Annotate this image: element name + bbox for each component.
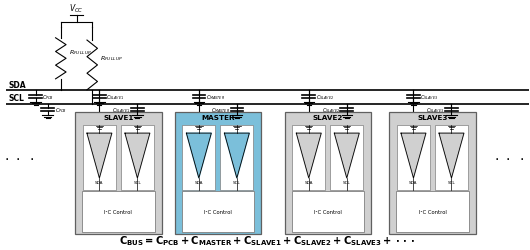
Polygon shape <box>439 134 464 178</box>
Bar <box>435 126 468 190</box>
Bar <box>396 192 469 232</box>
Polygon shape <box>125 134 150 178</box>
Bar <box>293 126 325 190</box>
Text: SLAVE2: SLAVE2 <box>313 114 343 120</box>
Text: $C_{SLAVE3}$: $C_{SLAVE3}$ <box>420 93 438 102</box>
Text: SDA: SDA <box>409 181 418 185</box>
Text: $C_{SLAVE1}$: $C_{SLAVE1}$ <box>112 106 130 115</box>
Polygon shape <box>224 134 249 178</box>
Text: SCL: SCL <box>134 181 142 185</box>
Text: I²C Control: I²C Control <box>104 209 132 214</box>
Text: $C_{SLAVE2}$: $C_{SLAVE2}$ <box>315 93 334 102</box>
Text: SDA: SDA <box>195 181 203 185</box>
Text: $C_{PCB}$: $C_{PCB}$ <box>55 106 66 115</box>
Text: SDA: SDA <box>305 181 313 185</box>
Bar <box>175 112 261 234</box>
Bar <box>397 126 430 190</box>
Text: $C_{SLAVE1}$: $C_{SLAVE1}$ <box>106 93 125 102</box>
Text: SCL: SCL <box>233 181 241 185</box>
Text: $\mathbf{C_{BUS} = C_{PCB} + C_{MASTER} + C_{SLAVE1} + C_{SLAVE2} + C_{SLAVE3} +: $\mathbf{C_{BUS} = C_{PCB} + C_{MASTER} … <box>119 233 416 247</box>
Text: SDA: SDA <box>8 81 26 90</box>
Bar <box>292 192 364 232</box>
Bar <box>220 126 253 190</box>
Bar <box>75 112 162 234</box>
Text: $C_{PCB}$: $C_{PCB}$ <box>42 93 55 102</box>
Text: SCL: SCL <box>8 94 24 103</box>
Bar <box>182 126 215 190</box>
Bar <box>285 112 371 234</box>
Text: $C_{SLAVE2}$: $C_{SLAVE2}$ <box>322 106 340 115</box>
Text: $C_{MASTER}$: $C_{MASTER}$ <box>206 93 225 102</box>
Text: SLAVE1: SLAVE1 <box>103 114 134 120</box>
Polygon shape <box>87 134 112 178</box>
Text: SDA: SDA <box>95 181 104 185</box>
Text: $V_{CC}$: $V_{CC}$ <box>69 2 84 15</box>
Text: I²C Control: I²C Control <box>314 209 342 214</box>
Text: I²C Control: I²C Control <box>419 209 446 214</box>
Text: MASTER: MASTER <box>201 114 235 120</box>
Text: $\cdot\ \cdot\ \cdot$: $\cdot\ \cdot\ \cdot$ <box>4 150 34 164</box>
Bar <box>121 126 154 190</box>
Text: $C_{MASTER}$: $C_{MASTER}$ <box>211 106 230 115</box>
Bar <box>82 192 155 232</box>
Text: I²C Control: I²C Control <box>204 209 232 214</box>
Polygon shape <box>334 134 359 178</box>
Text: $R_{PULLUP}$: $R_{PULLUP}$ <box>69 48 92 56</box>
Text: $R_{PULLUP}$: $R_{PULLUP}$ <box>100 54 123 63</box>
Bar <box>83 126 116 190</box>
Polygon shape <box>187 134 211 178</box>
Polygon shape <box>401 134 426 178</box>
Text: SCL: SCL <box>343 181 351 185</box>
Text: SLAVE3: SLAVE3 <box>417 114 448 120</box>
Text: $C_{SLAVE3}$: $C_{SLAVE3}$ <box>427 106 445 115</box>
Polygon shape <box>296 134 321 178</box>
Text: $\cdot\ \cdot\ \cdot$: $\cdot\ \cdot\ \cdot$ <box>494 150 525 164</box>
Text: SCL: SCL <box>448 181 455 185</box>
Bar <box>330 126 363 190</box>
Bar <box>182 192 254 232</box>
Bar <box>389 112 475 234</box>
